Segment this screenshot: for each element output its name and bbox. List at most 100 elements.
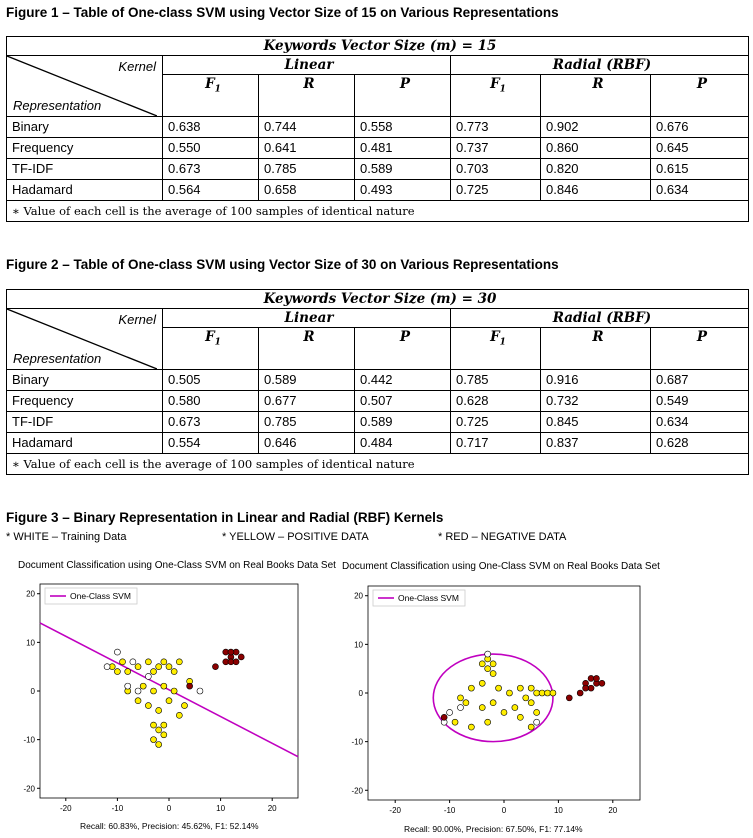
yellow-data-point bbox=[155, 726, 162, 734]
yellow-data-point bbox=[468, 723, 475, 731]
cell: 0.737 bbox=[450, 137, 541, 159]
cell: 0.641 bbox=[258, 137, 355, 159]
metric-r: R bbox=[258, 74, 355, 117]
row-label: Frequency bbox=[6, 390, 163, 412]
cell: 0.860 bbox=[540, 137, 651, 159]
metrics-linear: Recall: 60.83%, Precision: 45.62%, F1: 5… bbox=[80, 821, 259, 831]
y-tick-label: -20 bbox=[351, 786, 363, 795]
row-label: Hadamard bbox=[6, 432, 163, 454]
yellow-data-point bbox=[451, 718, 459, 726]
red-data-point bbox=[582, 684, 589, 692]
cell: 0.589 bbox=[258, 369, 355, 391]
radial-header: Radial (RBF) bbox=[450, 54, 749, 76]
table-row: TF-IDF 0.673 0.785 0.589 0.703 0.820 0.6… bbox=[6, 158, 749, 180]
cell: 0.785 bbox=[450, 369, 541, 391]
metric-f1: F1 bbox=[450, 327, 541, 370]
white-data-point bbox=[533, 718, 540, 726]
x-tick-label: 10 bbox=[554, 806, 563, 815]
cell: 0.785 bbox=[258, 158, 355, 180]
table-header: Keywords Vector Size (m) = 30 bbox=[6, 289, 749, 309]
x-tick-label: 10 bbox=[216, 804, 225, 813]
yellow-data-point bbox=[527, 699, 535, 707]
yellow-data-point bbox=[538, 689, 546, 697]
yellow-data-point bbox=[114, 668, 121, 675]
y-tick-label: -10 bbox=[23, 736, 35, 745]
cell: 0.687 bbox=[650, 369, 749, 391]
plot-frame bbox=[367, 585, 641, 801]
yellow-data-point bbox=[489, 660, 497, 668]
cell: 0.505 bbox=[162, 369, 259, 391]
red-data-point bbox=[593, 675, 600, 682]
figure-3-title: Figure 3 – Binary Representation in Line… bbox=[6, 510, 444, 525]
cell: 0.615 bbox=[650, 158, 749, 180]
cell: 0.645 bbox=[650, 137, 749, 159]
kernel-label: Kernel bbox=[118, 59, 156, 74]
row-label: Binary bbox=[6, 369, 163, 391]
metrics-rbf: Recall: 90.00%, Precision: 67.50%, F1: 7… bbox=[404, 824, 583, 834]
x-tick-label: -10 bbox=[444, 806, 456, 815]
cell: 0.558 bbox=[354, 116, 451, 138]
red-data-point bbox=[186, 682, 193, 690]
x-tick-label: -20 bbox=[60, 804, 72, 813]
yellow-data-point bbox=[549, 689, 557, 697]
corner-cell: Kernel Representation bbox=[6, 55, 163, 117]
corner-cell: Kernel Representation bbox=[6, 308, 163, 370]
metric-p: P bbox=[354, 74, 451, 117]
row-label: TF-IDF bbox=[6, 158, 163, 180]
y-tick-label: 20 bbox=[26, 590, 35, 599]
radial-header: Radial (RBF) bbox=[450, 307, 749, 329]
yellow-data-point bbox=[165, 697, 173, 705]
red-data-point bbox=[565, 694, 573, 702]
yellow-data-point bbox=[160, 658, 168, 666]
yellow-data-point bbox=[139, 682, 147, 690]
yellow-data-point bbox=[517, 714, 524, 721]
yellow-data-point bbox=[150, 668, 157, 675]
yellow-data-point bbox=[500, 709, 508, 716]
white-data-point bbox=[124, 682, 132, 690]
metric-r: R bbox=[540, 74, 651, 117]
metric-r: R bbox=[540, 327, 651, 370]
cell: 0.658 bbox=[258, 179, 355, 201]
yellow-data-point bbox=[170, 668, 178, 675]
cell: 0.703 bbox=[450, 158, 541, 180]
cell: 0.744 bbox=[258, 116, 355, 138]
red-data-point bbox=[232, 658, 240, 666]
yellow-data-point bbox=[176, 658, 183, 666]
yellow-data-point bbox=[119, 658, 126, 666]
yellow-data-point bbox=[478, 679, 486, 687]
yellow-data-point bbox=[155, 707, 162, 714]
cell: 0.677 bbox=[258, 390, 355, 412]
table-row: Frequency 0.550 0.641 0.481 0.737 0.860 … bbox=[6, 137, 749, 159]
legend-note-red: * RED – NEGATIVE DATA bbox=[438, 531, 567, 543]
y-tick-label: -10 bbox=[351, 738, 363, 747]
cell: 0.845 bbox=[540, 411, 651, 433]
y-tick-label: 0 bbox=[359, 689, 364, 698]
representation-label: Representation bbox=[13, 351, 102, 366]
cell: 0.628 bbox=[650, 432, 749, 454]
white-data-point bbox=[457, 704, 464, 711]
yellow-data-point bbox=[462, 699, 470, 707]
red-data-point bbox=[227, 648, 235, 656]
yellow-data-point bbox=[150, 687, 157, 695]
chart-rbf-kernel: -20 -10 0 10 20 -20 -10 0 10 20 One-Class SVM bbox=[351, 585, 641, 815]
yellow-data-point bbox=[155, 741, 162, 748]
red-data-point bbox=[440, 714, 448, 721]
yellow-data-point bbox=[181, 702, 188, 709]
cell: 0.580 bbox=[162, 390, 259, 412]
cell: 0.717 bbox=[450, 432, 541, 454]
yellow-data-point bbox=[176, 712, 183, 719]
yellow-data-point bbox=[527, 723, 535, 731]
yellow-data-point bbox=[495, 684, 502, 692]
linear-header: Linear bbox=[162, 54, 451, 76]
yellow-data-point bbox=[160, 731, 168, 739]
legend-note-white: * WHITE – Training Data bbox=[6, 531, 127, 543]
cell: 0.846 bbox=[540, 179, 651, 201]
y-tick-label: 20 bbox=[354, 592, 363, 601]
yellow-data-point bbox=[489, 670, 497, 677]
yellow-data-point bbox=[511, 704, 519, 711]
cell: 0.646 bbox=[258, 432, 355, 454]
metric-f1: F1 bbox=[450, 74, 541, 117]
legend-box bbox=[44, 587, 138, 605]
cell: 0.634 bbox=[650, 411, 749, 433]
cell: 0.916 bbox=[540, 369, 651, 391]
